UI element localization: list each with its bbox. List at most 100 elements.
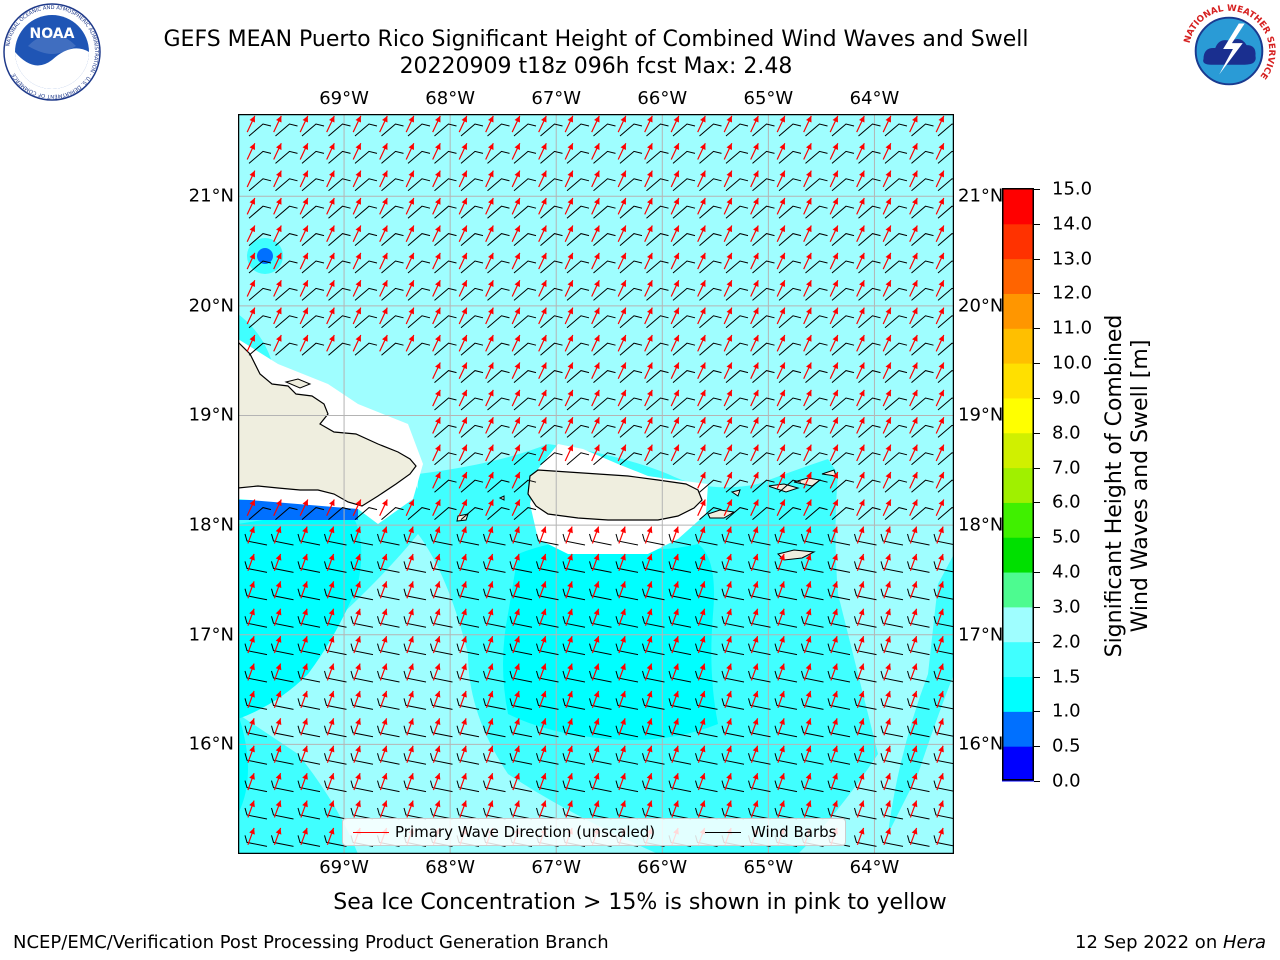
wind-barb	[487, 260, 510, 274]
wind-barb	[271, 643, 294, 656]
wind-barb	[354, 178, 378, 192]
wave-arrow-head	[461, 553, 467, 561]
wave-arrow-head	[726, 553, 732, 561]
wave-arrow-head	[567, 115, 573, 123]
wave-arrow-head	[832, 143, 838, 150]
wind-barb	[672, 205, 696, 219]
wave-arrow-head	[779, 170, 785, 178]
wave-arrow-head	[461, 252, 467, 260]
wave-arrow-head	[911, 526, 918, 534]
wave-arrow-head	[276, 170, 282, 178]
wave-arrow-head	[806, 444, 812, 452]
colorbar-tick-1: 0.5	[1052, 735, 1081, 757]
wave-arrow-head	[646, 690, 653, 698]
lon-label-bottom-2: 67°W	[531, 857, 582, 878]
colorbar-label-line2: Wind Waves and Swell [m]	[1128, 339, 1153, 633]
wind-barb	[854, 780, 877, 793]
wave-arrow-head	[779, 581, 785, 589]
wind-barb	[566, 315, 590, 329]
wave-arrow-head	[885, 170, 891, 178]
lat-label-left-2: 19°N	[188, 404, 234, 426]
wave-arrow-head	[461, 444, 467, 452]
wind-barb	[487, 479, 510, 493]
wave-arrow-head	[832, 307, 838, 315]
wind-barb	[430, 643, 453, 656]
colorbar-segment-0	[1002, 746, 1034, 782]
wave-arrow-head	[858, 636, 865, 643]
wind-barb	[668, 753, 692, 765]
wind-barb	[566, 260, 590, 274]
wind-barb	[725, 260, 749, 274]
wave-arrow-head	[381, 608, 388, 616]
wind-barb	[911, 342, 934, 356]
wind-barb	[752, 370, 775, 383]
wind-barb	[381, 205, 404, 219]
map-grid	[238, 114, 954, 854]
wave-arrow-head	[673, 417, 679, 424]
wind-barb	[642, 561, 665, 573]
wind-barb	[699, 397, 722, 411]
wind-barb	[593, 397, 616, 411]
wind-barb	[324, 533, 347, 546]
wave-arrow-head	[594, 170, 600, 178]
wave-arrow-head	[276, 280, 282, 287]
wave-arrow-head	[514, 252, 520, 260]
wave-arrow-head	[700, 307, 706, 315]
wind-barb	[381, 507, 404, 520]
wind-barb	[699, 150, 722, 164]
wind-barb	[699, 452, 722, 466]
wind-barb	[672, 370, 696, 383]
wave-arrow-head	[938, 581, 944, 589]
wave-arrow-head	[912, 499, 918, 507]
wave-arrow-head	[779, 499, 785, 507]
wave-arrow-head	[328, 663, 335, 671]
wind-barb	[937, 150, 954, 164]
wind-barb	[434, 287, 457, 301]
wave-arrow-head	[328, 690, 335, 698]
wave-arrow-head	[594, 417, 600, 424]
wind-barb	[672, 260, 696, 274]
wind-barb	[801, 780, 824, 793]
wind-barb	[699, 342, 722, 356]
wave-arrow-head	[408, 663, 414, 671]
wave-arrow-head	[832, 690, 838, 698]
wave-arrow-head	[461, 280, 467, 287]
wind-barb	[456, 670, 480, 683]
wave-arrow-head	[567, 773, 573, 780]
wind-barb	[668, 643, 692, 656]
wave-arrow-head	[620, 170, 626, 178]
wind-barb	[774, 588, 798, 601]
chart-subtitle: 20220909 t18z 096h fcst Max: 2.48	[399, 54, 793, 79]
wind-barb	[377, 725, 400, 738]
wind-barb	[407, 150, 431, 164]
wave-arrow-head	[620, 636, 626, 643]
wave-arrow-head	[593, 636, 600, 643]
wave-arrow-head	[753, 143, 759, 150]
wind-barb	[642, 670, 665, 683]
wave-arrow-head	[461, 526, 467, 534]
wind-barb	[778, 205, 802, 219]
wave-arrow-head	[487, 636, 494, 643]
wind-barb	[513, 424, 537, 438]
wind-barb	[589, 780, 612, 793]
wind-barb	[827, 725, 851, 738]
wind-barb	[509, 588, 533, 601]
wind-barb	[642, 753, 665, 765]
lon-label-bottom-1: 68°W	[425, 857, 475, 878]
wave-arrow-head	[276, 499, 282, 507]
colorbar-segment-5	[1002, 572, 1034, 608]
wave-arrow-head	[938, 417, 944, 424]
wind-barb	[907, 533, 930, 546]
lat-label-right-5: 16°N	[958, 733, 1004, 755]
colorbar-tick-mark-4	[1034, 641, 1040, 643]
wind-barb	[434, 452, 457, 466]
wind-barb	[721, 616, 745, 628]
wave-arrow-head	[673, 553, 679, 561]
wave-arrow-head	[859, 170, 865, 178]
wave-arrow-head	[726, 526, 732, 534]
wind-barb	[827, 588, 851, 601]
wave-arrow-head	[488, 499, 494, 507]
wind-barb	[275, 233, 298, 246]
wind-barb	[460, 452, 484, 466]
wind-barb	[407, 123, 431, 137]
